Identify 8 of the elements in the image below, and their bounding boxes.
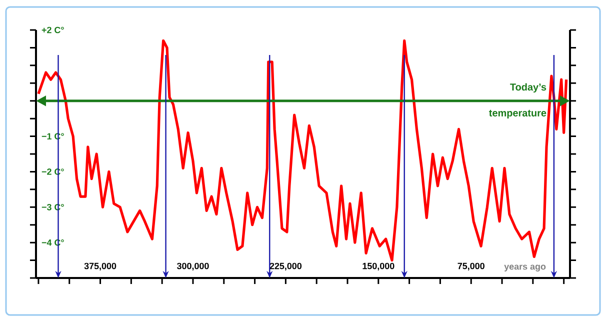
x-tick-label: 375,000 [84, 262, 116, 270]
y-tick-label: +2 C° [42, 26, 64, 34]
x-axis-title: years ago [504, 264, 546, 272]
x-tick-label: 225,000 [270, 262, 302, 270]
x-tick-label: 300,000 [176, 262, 209, 270]
x-tick-label: 75,000 [458, 262, 484, 270]
text: Today’s temperature [489, 83, 546, 118]
x-tick-label: 150,000 [362, 262, 394, 270]
